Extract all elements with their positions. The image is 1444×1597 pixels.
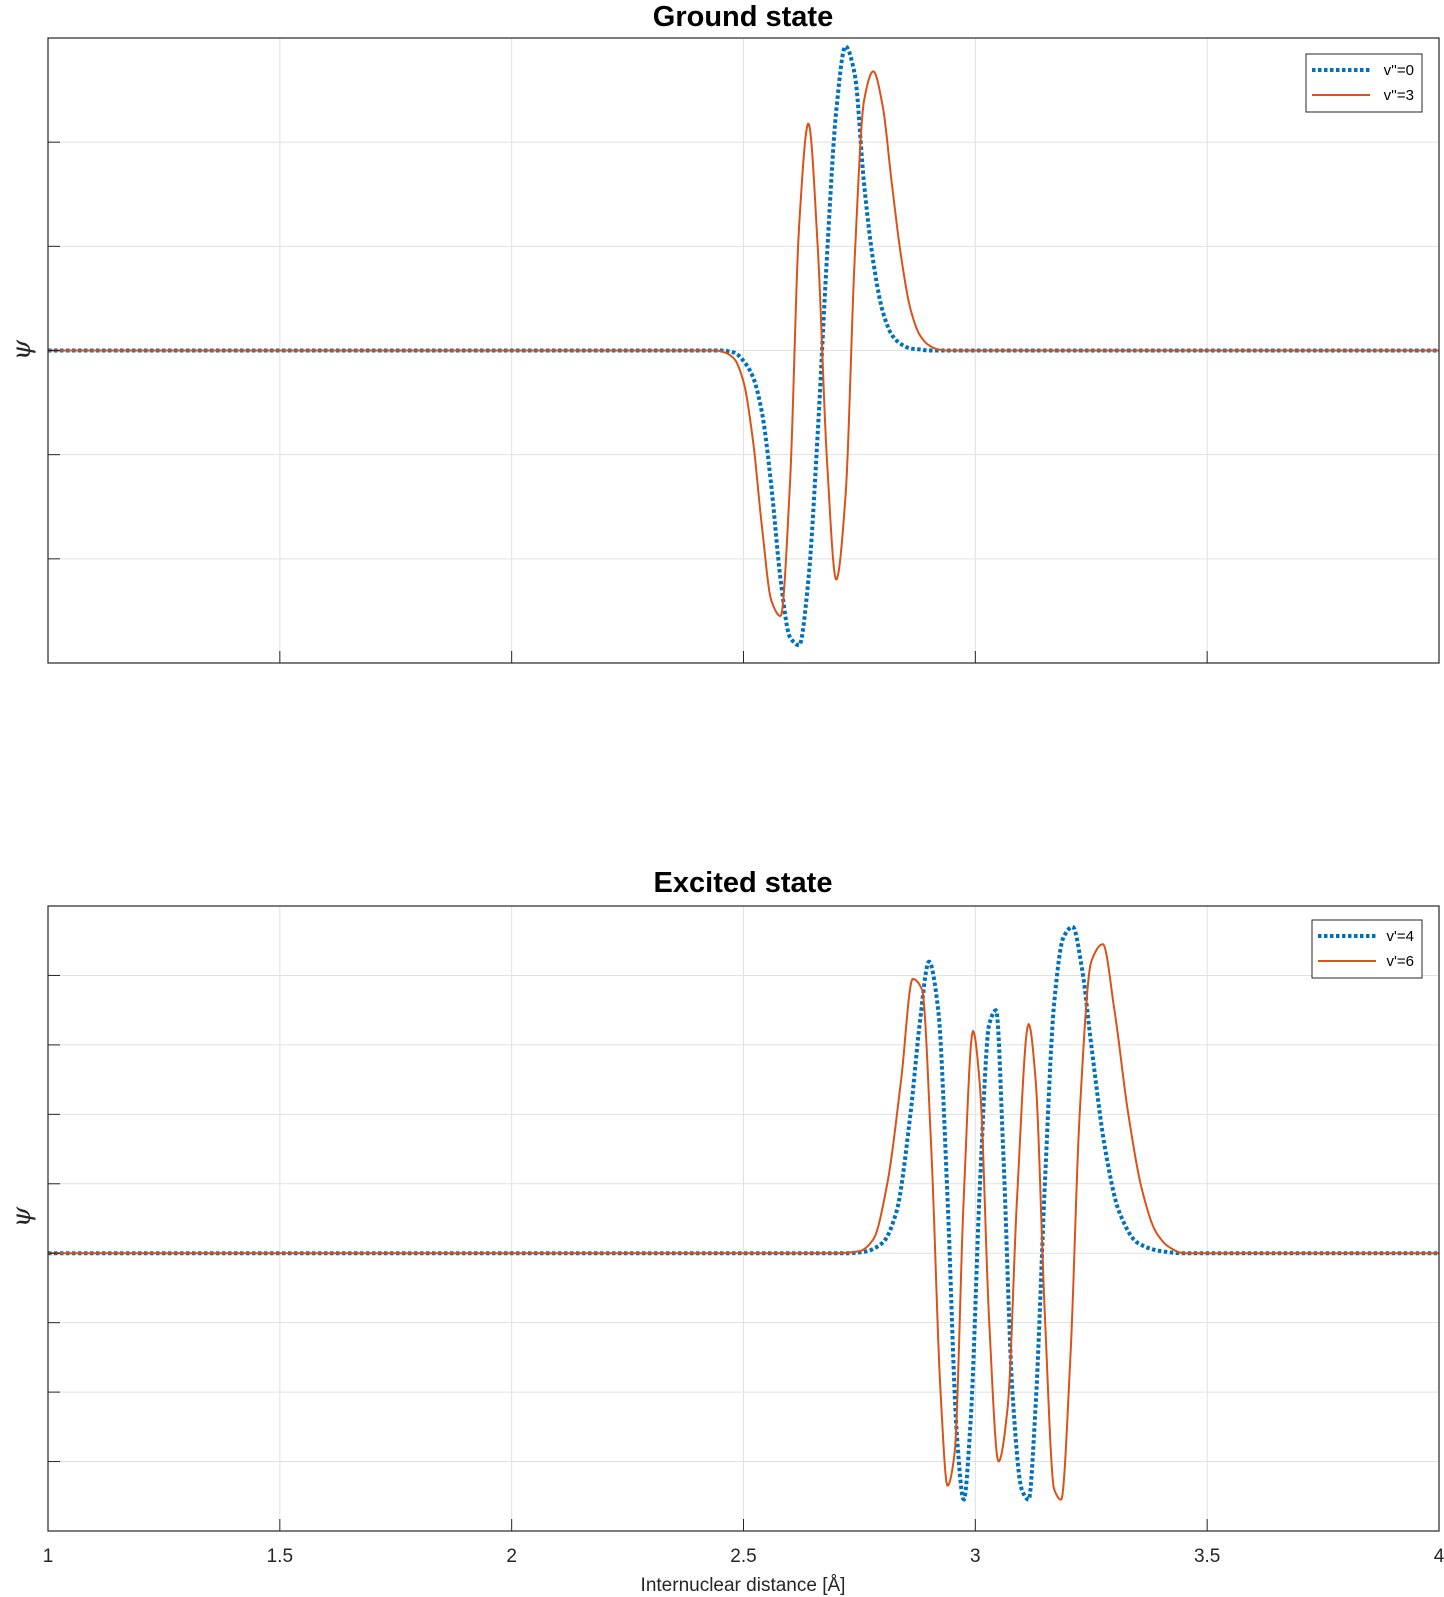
x-tick-label: 3.5 xyxy=(1194,1546,1220,1567)
plot-series xyxy=(46,924,1441,1502)
legend-label: v'=6 xyxy=(1387,953,1414,970)
legend-label: v''=0 xyxy=(1384,62,1414,79)
plot-series xyxy=(46,44,1441,648)
axes-box xyxy=(47,905,1440,1532)
legend[interactable]: v'=4 v'=6 xyxy=(1311,919,1423,979)
legend-label: v'=4 xyxy=(1387,928,1414,945)
legend[interactable]: v''=0 v''=3 xyxy=(1305,53,1423,113)
chart-title: Ground state xyxy=(653,1,833,33)
x-tick-label: 2.5 xyxy=(730,1546,756,1567)
y-axis-label: ψ xyxy=(7,339,37,360)
chart-title: Excited state xyxy=(654,867,833,899)
y-axis-label: ψ xyxy=(7,1206,37,1227)
x-tick-labels: 1 1.5 2 2.5 3 3.5 4 xyxy=(43,1546,1444,1567)
x-tick-label: 1 xyxy=(43,1546,54,1567)
series-line-solid xyxy=(47,70,1440,618)
series-line-solid xyxy=(47,943,1440,1501)
axes-box xyxy=(47,37,1440,664)
legend-box xyxy=(1311,919,1423,979)
excited-state-panel: Excited state ψ 1 1.5 2 2.5 3 3.5 4 v'=4 v'=6 I… xyxy=(7,867,1444,1596)
x-axis-label: Internuclear distance [Å] xyxy=(641,1575,846,1596)
x-tick-label: 1.5 xyxy=(267,1546,293,1567)
x-tick-label: 4 xyxy=(1434,1546,1444,1567)
legend-label: v''=3 xyxy=(1384,87,1414,104)
ground-state-panel: Ground state ψ v''=0 v''=3 xyxy=(7,1,1441,664)
legend-box xyxy=(1305,53,1423,113)
x-tick-label: 3 xyxy=(970,1546,981,1567)
x-tick-label: 2 xyxy=(506,1546,517,1567)
